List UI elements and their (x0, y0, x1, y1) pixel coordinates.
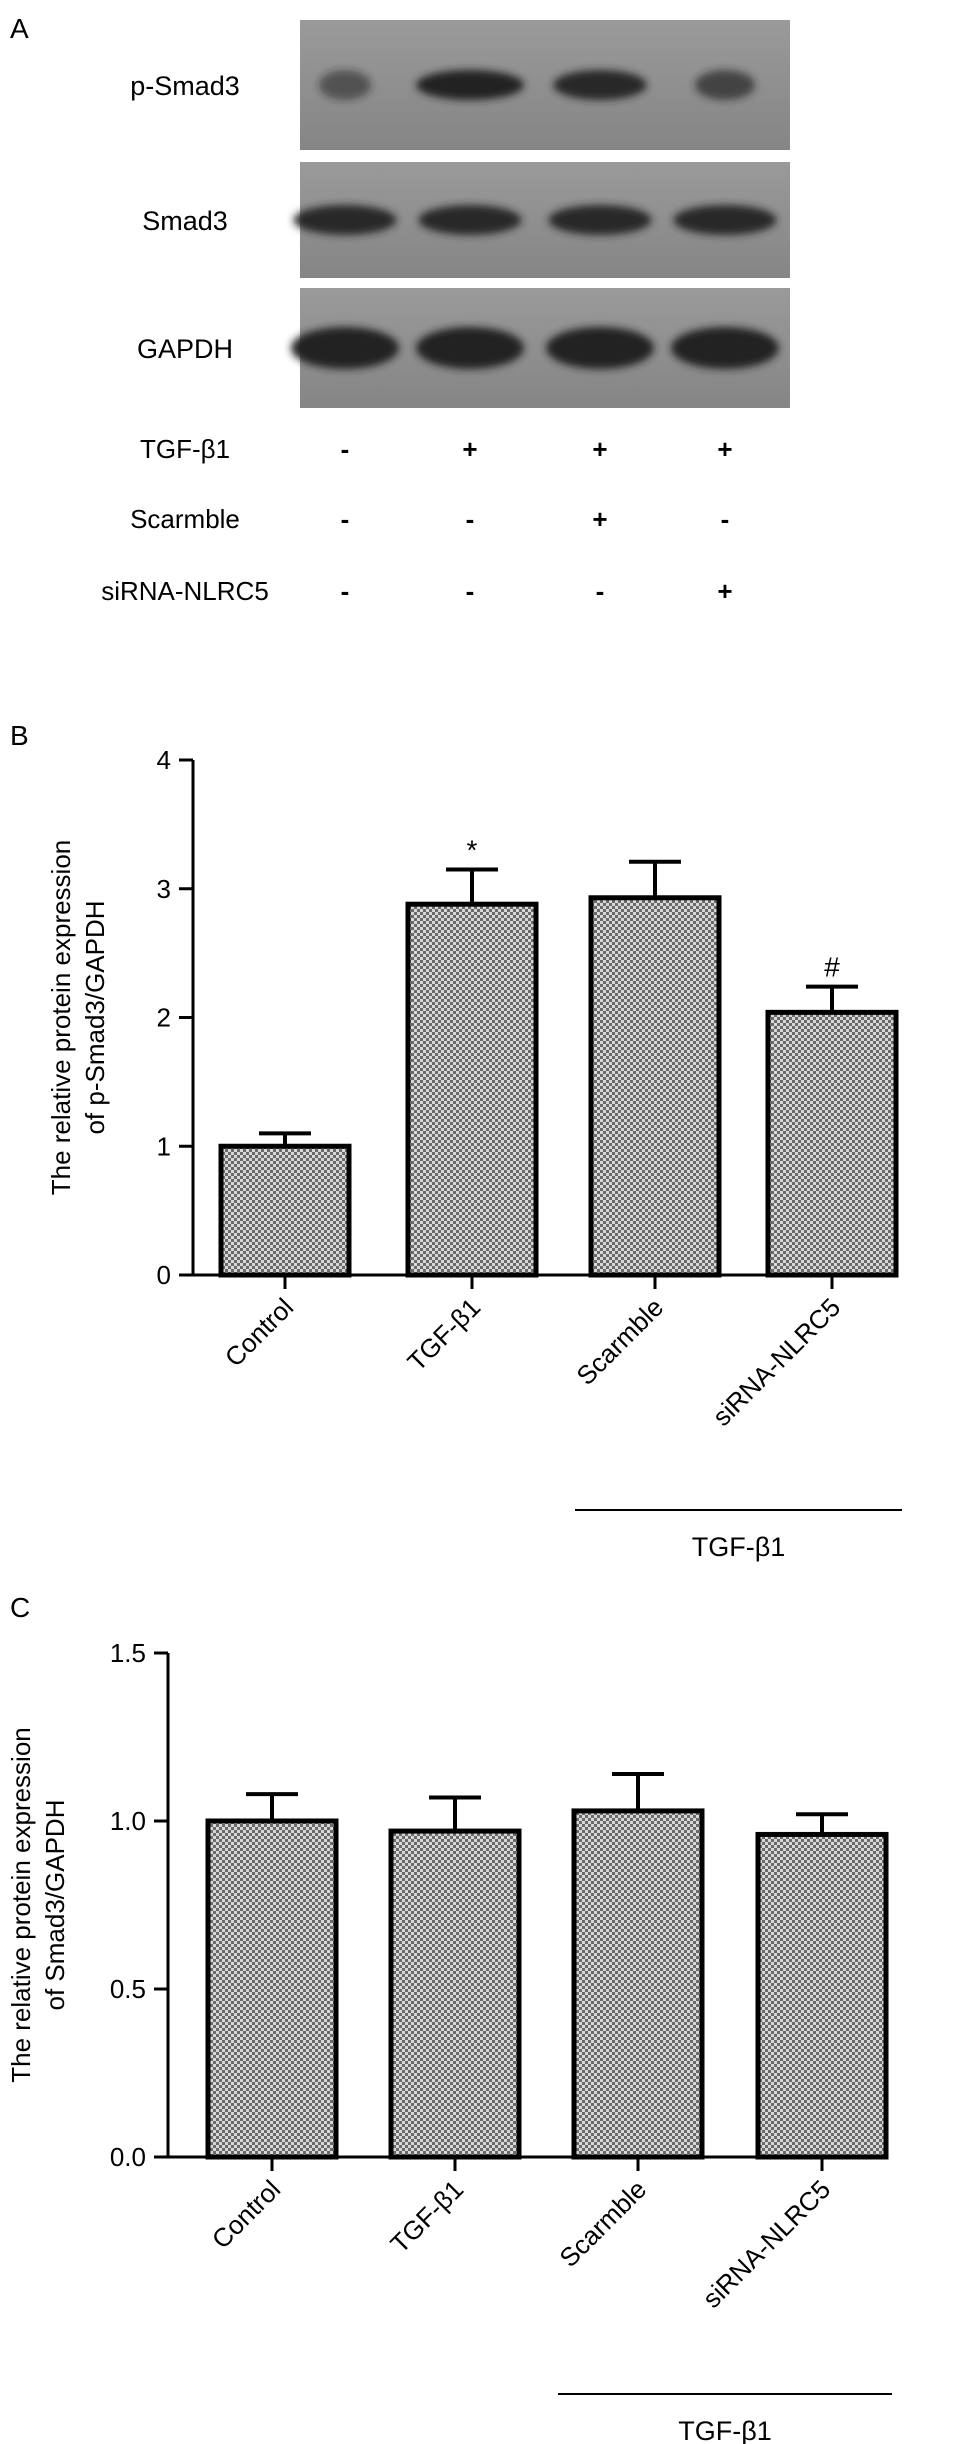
y-tick-label: 1 (157, 1131, 171, 1161)
bar (218, 1143, 352, 1278)
blot-band (671, 327, 779, 369)
bar (765, 1009, 899, 1278)
blot-row-label: p-Smad3 (130, 71, 240, 101)
x-tick-label: Control (206, 2174, 286, 2254)
blot-band (695, 70, 755, 100)
x-tick-label: Scarmble (553, 2174, 652, 2273)
condition-mark: - (721, 504, 730, 534)
condition-mark: + (592, 434, 607, 464)
panel-label-b: B (10, 720, 29, 751)
y-tick-label: 3 (157, 874, 171, 904)
x-tick-label: siRNA-NLRC5 (707, 1292, 847, 1432)
condition-mark: + (717, 576, 732, 606)
bar (388, 1828, 522, 2160)
blot-row-label: Smad3 (142, 206, 228, 236)
western-blot: p-Smad3 Smad3 GAPDH TGF-β1 - + + + Scarmble - - + - s… (101, 20, 790, 606)
y-axis-label: The relative protein expression (46, 840, 76, 1196)
y-tick-label: 0.5 (110, 1974, 146, 2004)
panel-label-a: A (10, 13, 29, 44)
blot-row-label: GAPDH (137, 334, 233, 364)
blot-band (418, 205, 522, 235)
y-tick-label: 1.5 (110, 1638, 146, 1668)
group-label: TGF-β1 (678, 2416, 772, 2444)
x-tick-label: siRNA-NLRC5 (697, 2174, 837, 2314)
condition-label: TGF-β1 (140, 434, 230, 464)
significance-mark: # (824, 952, 840, 983)
y-tick-label: 2 (157, 1003, 171, 1033)
condition-mark: - (341, 504, 350, 534)
blot-band (291, 327, 399, 369)
blot-band (553, 70, 647, 100)
y-tick-label: 1.0 (110, 1806, 146, 1836)
significance-mark: * (467, 834, 478, 865)
condition-mark: + (592, 504, 607, 534)
x-tick-label: Control (219, 1292, 299, 1372)
blot-band (416, 327, 524, 369)
bar (205, 1818, 339, 2160)
condition-label: Scarmble (130, 504, 240, 534)
blot-band (673, 205, 777, 235)
condition-mark: + (717, 434, 732, 464)
chart-b: 0 1 2 3 4 The relative protein expression of p… (46, 745, 902, 1562)
y-tick-label: 0.0 (110, 2142, 146, 2172)
blot-band (416, 70, 524, 100)
bar (755, 1831, 889, 2160)
chart-c: 0.0 0.5 1.0 1.5 The relative protein express… (6, 1638, 892, 2444)
y-axis-label: of Smad3/GAPDH (40, 1800, 70, 2011)
bar (588, 895, 722, 1278)
y-axis-label: of p-Smad3/GAPDH (80, 900, 110, 1134)
condition-mark: - (466, 504, 475, 534)
condition-mark: + (462, 434, 477, 464)
x-tick-label: TGF-β1 (401, 1292, 486, 1377)
blot-band (318, 70, 372, 100)
bar (405, 901, 539, 1278)
y-tick-label: 4 (157, 745, 171, 775)
condition-mark: - (341, 434, 350, 464)
bar (571, 1808, 705, 2160)
condition-mark: - (341, 576, 350, 606)
group-label: TGF-β1 (692, 1532, 786, 1562)
blot-band (546, 327, 654, 369)
y-axis-label: The relative protein expression (6, 1727, 36, 2083)
condition-mark: - (466, 576, 475, 606)
blot-band (293, 205, 397, 235)
x-tick-label: Scarmble (570, 1292, 669, 1391)
condition-mark: - (596, 576, 605, 606)
blot-band (548, 205, 652, 235)
condition-label: siRNA-NLRC5 (101, 576, 269, 606)
x-tick-label: TGF-β1 (384, 2174, 469, 2259)
y-tick-label: 0 (157, 1260, 171, 1290)
panel-label-c: C (10, 1592, 30, 1623)
